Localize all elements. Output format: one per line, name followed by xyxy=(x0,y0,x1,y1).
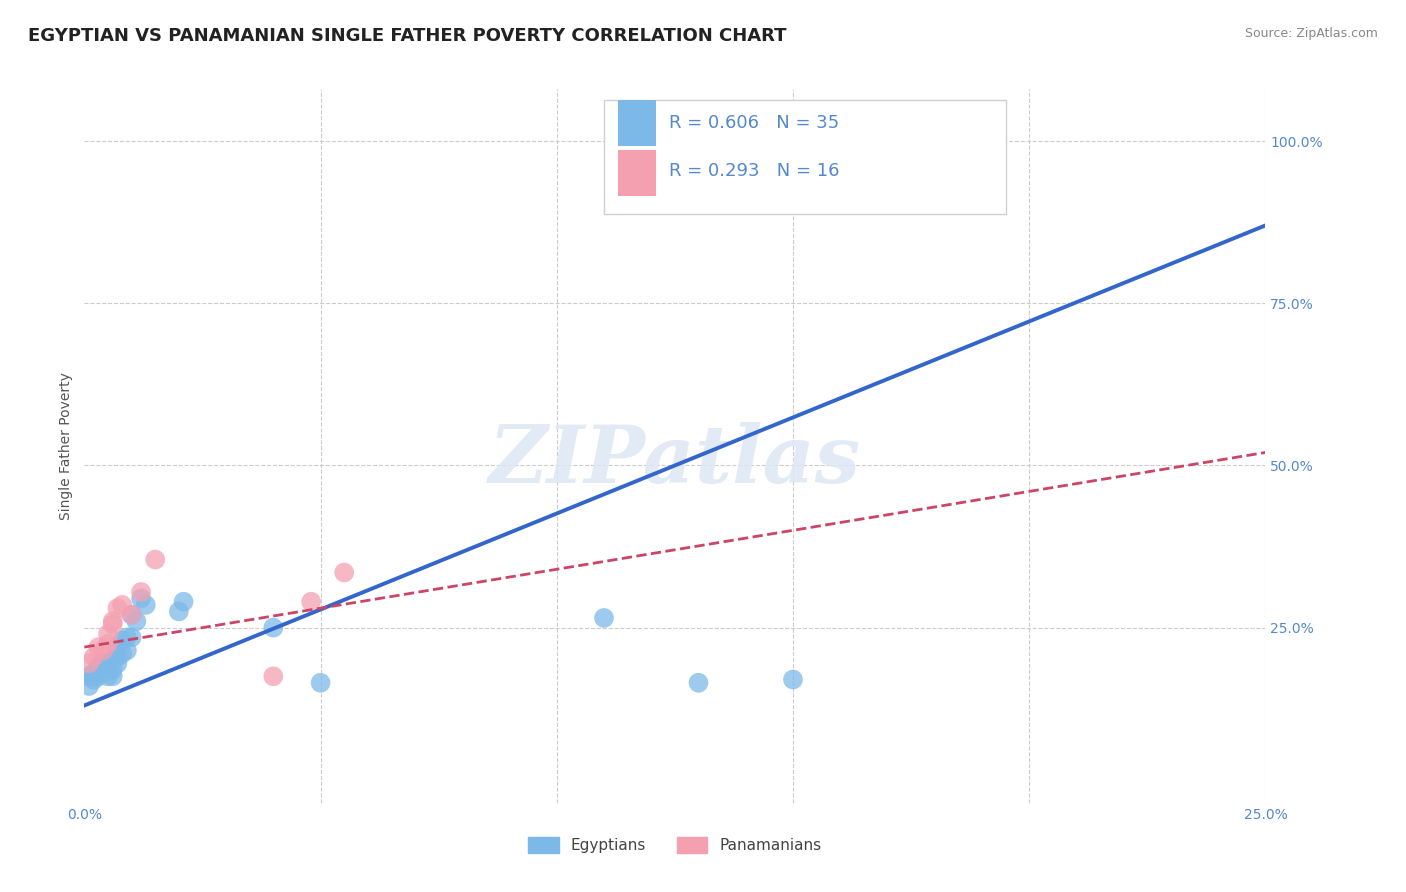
Point xyxy=(125,614,148,628)
Point xyxy=(121,607,143,622)
Point xyxy=(77,669,100,683)
Point xyxy=(83,666,105,681)
Text: Source: ZipAtlas.com: Source: ZipAtlas.com xyxy=(1244,27,1378,40)
Point xyxy=(262,621,284,635)
Point xyxy=(111,598,134,612)
Point xyxy=(97,637,120,651)
Point xyxy=(87,640,110,654)
Point xyxy=(688,675,710,690)
Point xyxy=(111,633,134,648)
Point xyxy=(107,649,129,664)
Point xyxy=(876,134,898,148)
Point xyxy=(101,653,124,667)
Point xyxy=(87,669,110,683)
Point xyxy=(121,607,143,622)
Y-axis label: Single Father Poverty: Single Father Poverty xyxy=(59,372,73,520)
Point xyxy=(107,657,129,671)
Point xyxy=(87,659,110,673)
Point xyxy=(333,566,356,580)
Point xyxy=(91,663,114,677)
Point xyxy=(107,640,129,654)
Point xyxy=(299,595,322,609)
Legend: Egyptians, Panamanians: Egyptians, Panamanians xyxy=(522,831,828,859)
Point xyxy=(83,669,105,683)
Text: R = 0.606   N = 35: R = 0.606 N = 35 xyxy=(669,114,839,132)
Point xyxy=(782,673,804,687)
Point xyxy=(129,585,152,599)
Point xyxy=(173,595,195,609)
Point xyxy=(101,669,124,683)
Point xyxy=(593,611,616,625)
Point xyxy=(143,552,166,566)
FancyBboxPatch shape xyxy=(619,100,657,146)
Point xyxy=(262,669,284,683)
Point xyxy=(115,643,138,657)
Point xyxy=(129,591,152,606)
Point xyxy=(83,649,105,664)
Point xyxy=(91,657,114,671)
Point xyxy=(97,627,120,641)
Point xyxy=(101,614,124,628)
Point xyxy=(91,643,114,657)
Point xyxy=(135,598,157,612)
FancyBboxPatch shape xyxy=(619,150,657,196)
Point xyxy=(97,663,120,677)
Text: ZIPatlas: ZIPatlas xyxy=(489,422,860,499)
Text: R = 0.293   N = 16: R = 0.293 N = 16 xyxy=(669,162,839,180)
Point xyxy=(77,679,100,693)
Point xyxy=(167,604,190,618)
Point xyxy=(115,631,138,645)
Point xyxy=(83,673,105,687)
Point xyxy=(309,675,332,690)
Text: EGYPTIAN VS PANAMANIAN SINGLE FATHER POVERTY CORRELATION CHART: EGYPTIAN VS PANAMANIAN SINGLE FATHER POV… xyxy=(28,27,786,45)
Point xyxy=(101,663,124,677)
Point xyxy=(111,647,134,661)
Point xyxy=(97,657,120,671)
Point xyxy=(77,657,100,671)
Point xyxy=(101,617,124,632)
FancyBboxPatch shape xyxy=(605,100,1005,214)
Point xyxy=(121,631,143,645)
Point xyxy=(107,601,129,615)
Point xyxy=(97,669,120,683)
